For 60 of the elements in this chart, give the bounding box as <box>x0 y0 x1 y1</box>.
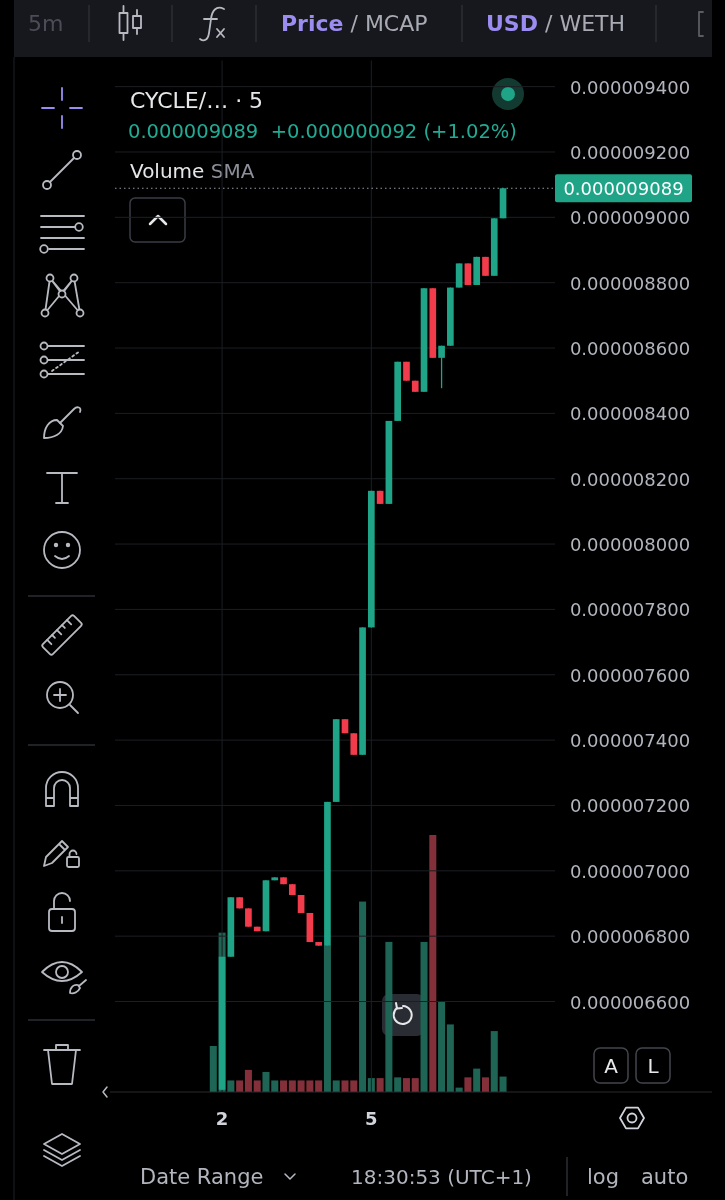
bar <box>315 1080 323 1093</box>
y-tick-label: 0.000006600 <box>569 991 691 1013</box>
x-tick-label: 2 <box>215 1107 229 1129</box>
y-tick-label: 0.000009400 <box>569 76 691 98</box>
y-tick-label: 0.000007200 <box>569 794 691 816</box>
text: A <box>604 1054 619 1078</box>
y-tick-label: 0.000007800 <box>569 598 691 620</box>
bar <box>446 1024 454 1092</box>
y-tick-label: 0.000008600 <box>569 337 691 359</box>
text: 18:30:53 (UTC+1) <box>351 1165 532 1189</box>
bar <box>490 1031 498 1092</box>
bar <box>402 1078 410 1092</box>
bar <box>420 941 428 1092</box>
y-tick-label: 0.000009200 <box>569 141 691 163</box>
candlestick <box>438 345 445 389</box>
x-tick-label: 5 <box>365 1107 378 1129</box>
text: auto <box>641 1165 689 1189</box>
chart-title: Volume SMA <box>130 159 255 183</box>
bar <box>332 1080 340 1093</box>
y-tick-label: 0.000008400 <box>569 402 691 424</box>
y-tick-label: 0.000008800 <box>569 272 691 294</box>
bar <box>271 1080 279 1093</box>
bar <box>323 945 331 1092</box>
bar <box>394 1077 402 1092</box>
text: CYCLE/… · 5 <box>130 87 264 113</box>
text: Price / MCAP <box>281 10 428 36</box>
bar <box>438 1001 446 1092</box>
y-tick-label: 0.000008000 <box>569 533 691 555</box>
y-tick-label: 0.000006800 <box>569 925 691 947</box>
ref-line-label: 0.000009089 <box>563 177 684 199</box>
candlestick <box>245 907 252 928</box>
bar <box>499 1076 507 1092</box>
bar <box>253 1080 261 1093</box>
bar <box>473 1068 481 1092</box>
y-tick-label: 0.000007600 <box>569 664 691 686</box>
bar <box>385 941 393 1092</box>
bar <box>464 1077 472 1092</box>
bar <box>288 1080 296 1093</box>
text: USD / WETH <box>486 10 626 36</box>
bar <box>244 1069 252 1092</box>
text: L <box>647 1054 660 1078</box>
bar <box>236 1080 244 1093</box>
text: 5m <box>28 10 64 36</box>
candlestick <box>350 732 358 756</box>
bar <box>481 1077 489 1092</box>
text: 0.000009089 +0.000000092 (+1.02%) <box>128 119 517 143</box>
y-tick-label: 0.000007000 <box>569 860 691 882</box>
bar <box>429 835 437 1092</box>
y-tick-label: 0.000009000 <box>569 206 691 228</box>
candlestick <box>464 262 472 286</box>
bar <box>411 1078 419 1092</box>
y-tick-label: 0.000007400 <box>569 729 691 751</box>
bar <box>376 1078 384 1092</box>
bar <box>359 901 367 1092</box>
bar <box>262 1071 270 1092</box>
bar <box>209 1046 217 1092</box>
text: Date Range <box>140 1165 264 1189</box>
text: log <box>587 1165 620 1189</box>
bar <box>280 1080 288 1093</box>
y-tick-label: 0.000008200 <box>569 468 691 490</box>
